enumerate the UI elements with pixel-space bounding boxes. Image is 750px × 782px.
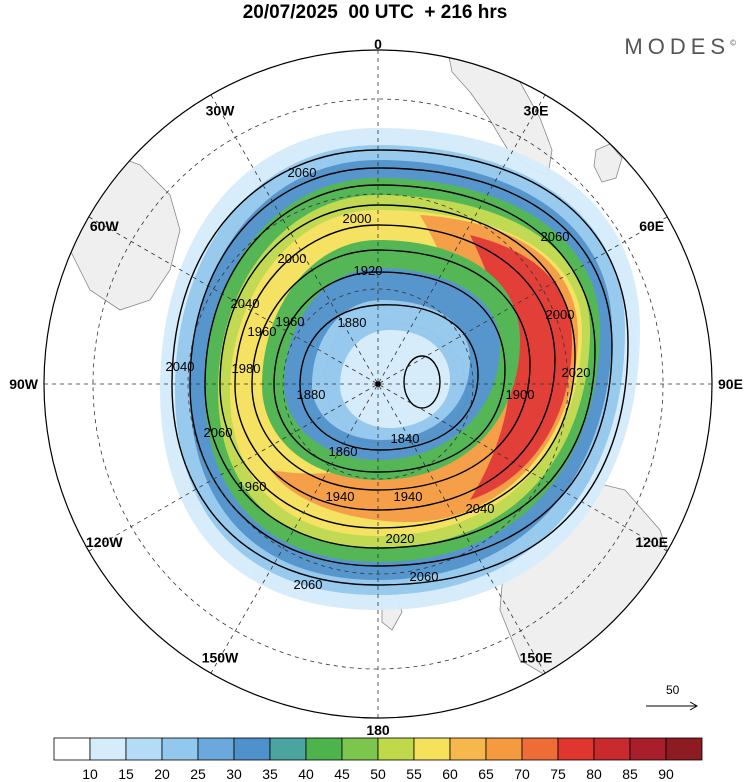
wind-reference: 50 bbox=[646, 683, 699, 711]
colorbar-box-5 bbox=[233, 737, 271, 761]
colorbar-box-2 bbox=[125, 737, 163, 761]
contour-label-13: 1960 bbox=[238, 479, 267, 494]
longitude-labels: 0 30E 60E 90E 120E 150E 180 150W 120W 90W 60W 30W bbox=[9, 36, 743, 735]
contour-label-17: 2020 bbox=[386, 531, 415, 546]
contour-label-18: 2060 bbox=[294, 577, 323, 592]
contour-label-20: 2060 bbox=[204, 425, 233, 440]
longitude-label-4: 120E bbox=[635, 534, 668, 550]
contour-label-12: 1940 bbox=[394, 489, 423, 504]
brand-logo: MODES© bbox=[624, 34, 736, 60]
colorbar-tick-6: 40 bbox=[298, 766, 314, 782]
contour-label-5: 1860 bbox=[329, 444, 358, 459]
contour-label-10: 2060 bbox=[541, 229, 570, 244]
colorbar-boxes bbox=[53, 737, 703, 761]
longitude-label-0: 0 bbox=[374, 36, 382, 52]
graticule bbox=[44, 50, 712, 718]
contour-labels: 2060 2000 1920 1880 1840 1860 1900 1960 2020 2040… bbox=[166, 165, 591, 592]
colorbar-tick-15: 85 bbox=[622, 766, 638, 782]
colorbar-box-8 bbox=[341, 737, 379, 761]
contour-label-2: 1920 bbox=[354, 263, 383, 278]
wind-reference-value: 50 bbox=[666, 683, 680, 697]
colorbar-box-15 bbox=[593, 737, 631, 761]
contour-label-14: 2000 bbox=[278, 251, 307, 266]
contour-label-6: 1900 bbox=[506, 387, 535, 402]
wind-reference-arrowhead bbox=[689, 701, 699, 711]
contour-label-21: 2040 bbox=[231, 296, 260, 311]
contour-label-9: 2040 bbox=[166, 359, 195, 374]
colorbar-box-9 bbox=[377, 737, 415, 761]
longitude-label-11: 30W bbox=[206, 102, 236, 118]
colorbar-ticks: 10 15 20 25 30 35 40 45 50 55 60 65 70 75 80 85 90 bbox=[82, 766, 674, 782]
colorbar-tick-1: 15 bbox=[118, 766, 134, 782]
colorbar-tick-10: 60 bbox=[442, 766, 458, 782]
colorbar-box-10 bbox=[413, 737, 451, 761]
longitude-label-8: 120W bbox=[86, 534, 123, 550]
colorbar-box-11 bbox=[449, 737, 487, 761]
longitude-label-3: 90E bbox=[718, 376, 743, 392]
contour-label-22: 2000 bbox=[546, 307, 575, 322]
longitude-label-1: 30E bbox=[524, 102, 549, 118]
map-title: 20/07/2025 00 UTC + 216 hrs bbox=[242, 2, 508, 23]
colorbar-tick-12: 70 bbox=[514, 766, 530, 782]
contour-label-1: 2000 bbox=[343, 211, 372, 226]
contour-label-23: 1880 bbox=[297, 387, 326, 402]
contour-label-8: 2020 bbox=[562, 365, 591, 380]
colorbar-tick-5: 35 bbox=[262, 766, 278, 782]
contour-label-7: 1960 bbox=[248, 324, 277, 339]
colorbar-box-17 bbox=[665, 737, 703, 761]
colorbar-tick-7: 45 bbox=[334, 766, 350, 782]
colorbar-tick-2: 20 bbox=[154, 766, 170, 782]
contour-label-16: 1980 bbox=[232, 361, 261, 376]
colorbar-box-0 bbox=[53, 737, 91, 761]
contour-label-15: 2040 bbox=[466, 501, 495, 516]
contour-label-11: 1940 bbox=[326, 489, 355, 504]
colorbar-tick-3: 25 bbox=[190, 766, 206, 782]
colorbar-box-7 bbox=[305, 737, 343, 761]
colorbar-box-3 bbox=[161, 737, 199, 761]
colorbar-tick-13: 75 bbox=[550, 766, 566, 782]
contour-label-19: 2060 bbox=[410, 569, 439, 584]
colorbar-box-14 bbox=[557, 737, 595, 761]
colorbar-tick-14: 80 bbox=[586, 766, 602, 782]
colorbar-tick-16: 90 bbox=[658, 766, 674, 782]
copyright-mark: © bbox=[730, 38, 736, 48]
south-pole-dot bbox=[375, 381, 381, 387]
longitude-label-9: 90W bbox=[9, 376, 39, 392]
longitude-label-6: 180 bbox=[366, 722, 390, 735]
colorbar-box-6 bbox=[269, 737, 307, 761]
colorbar-box-16 bbox=[629, 737, 667, 761]
map-border bbox=[43, 49, 713, 719]
brand-text: MODES bbox=[624, 34, 731, 59]
colorbar: 10 15 20 25 30 35 40 45 50 55 60 65 70 75 80 85 90 bbox=[53, 737, 703, 782]
contour-label-3: 1880 bbox=[338, 315, 367, 330]
colorbar-box-13 bbox=[521, 737, 559, 761]
colorbar-tick-11: 65 bbox=[478, 766, 494, 782]
longitude-label-10: 60W bbox=[90, 218, 120, 234]
colorbar-box-4 bbox=[197, 737, 235, 761]
colorbar-tick-9: 55 bbox=[406, 766, 422, 782]
colorbar-box-12 bbox=[485, 737, 523, 761]
contour-label-4: 1840 bbox=[391, 431, 420, 446]
longitude-label-7: 150W bbox=[202, 650, 239, 666]
longitude-label-2: 60E bbox=[639, 218, 664, 234]
colorbar-tick-0: 10 bbox=[82, 766, 98, 782]
polar-map: 0 30E 60E 90E 120E 150E 180 150W 120W 90W 60W 30W 2… bbox=[9, 36, 743, 735]
colorbar-tick-4: 30 bbox=[226, 766, 242, 782]
contour-label-24: 1960 bbox=[276, 314, 305, 329]
colorbar-tick-8: 50 bbox=[370, 766, 386, 782]
colorbar-box-1 bbox=[89, 737, 127, 761]
longitude-label-5: 150E bbox=[520, 650, 553, 666]
contour-label-0: 2060 bbox=[288, 165, 317, 180]
